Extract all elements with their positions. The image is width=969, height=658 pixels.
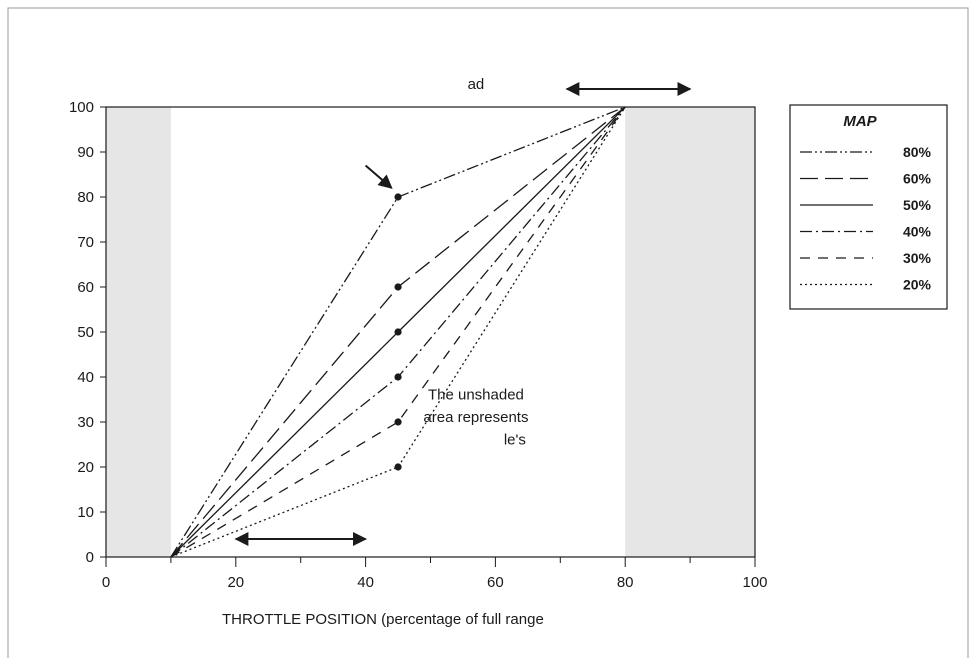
data-point-80pct	[394, 193, 402, 201]
legend-label-60pct: 60%	[903, 171, 932, 187]
x-tick-label-100: 100	[742, 574, 767, 591]
y-tick-label-100: 100	[69, 99, 94, 116]
y-tick-label-70: 70	[77, 234, 94, 251]
x-tick-label-80: 80	[617, 574, 634, 591]
annotation-text-3: le's	[504, 432, 526, 449]
data-point-60pct	[394, 283, 402, 291]
x-tick-label-40: 40	[357, 574, 374, 591]
pointer-arrow	[364, 164, 393, 189]
legend-label-40pct: 40%	[903, 224, 932, 240]
legend-label-20pct: 20%	[903, 277, 932, 293]
y-tick-label-80: 80	[77, 189, 94, 206]
data-point-40pct	[394, 373, 402, 381]
legend-label-80pct: 80%	[903, 144, 932, 160]
y-tick-label-0: 0	[86, 549, 94, 566]
data-point-30pct	[394, 418, 402, 426]
legend-title: MAP	[843, 113, 877, 130]
series-line-20pct	[170, 106, 626, 558]
x-tick-label-60: 60	[487, 574, 504, 591]
x-axis-title: THROTTLE POSITION (percentage of full ra…	[222, 611, 544, 628]
x-tick-label-20: 20	[227, 574, 244, 591]
series-line-30pct	[170, 106, 626, 558]
x-tick-label-0: 0	[102, 574, 110, 591]
shaded-region-0	[106, 107, 171, 557]
annotation-text-0: ad	[468, 76, 485, 93]
data-point-50pct	[394, 328, 402, 336]
y-tick-label-30: 30	[77, 414, 94, 431]
y-tick-label-90: 90	[77, 144, 94, 161]
annotation-text-2: area represents	[423, 409, 528, 426]
legend: MAP 80% 60% 50% 40% 30% 20%	[789, 104, 948, 310]
y-tick-label-10: 10	[77, 504, 94, 521]
data-point-20pct	[394, 463, 402, 471]
y-tick-label-40: 40	[77, 369, 94, 386]
legend-label-50pct: 50%	[903, 197, 932, 213]
y-tick-label-20: 20	[77, 459, 94, 476]
y-tick-label-60: 60	[77, 279, 94, 296]
y-tick-label-50: 50	[77, 324, 94, 341]
annotation-text-1: The unshaded	[428, 387, 524, 404]
plot-area: 0 10 20 30 40 50 60 70 80 90 100 0 20 40 60 80 100 ad The …	[69, 76, 768, 591]
shaded-region-1	[625, 107, 755, 557]
legend-label-30pct: 30%	[903, 250, 932, 266]
